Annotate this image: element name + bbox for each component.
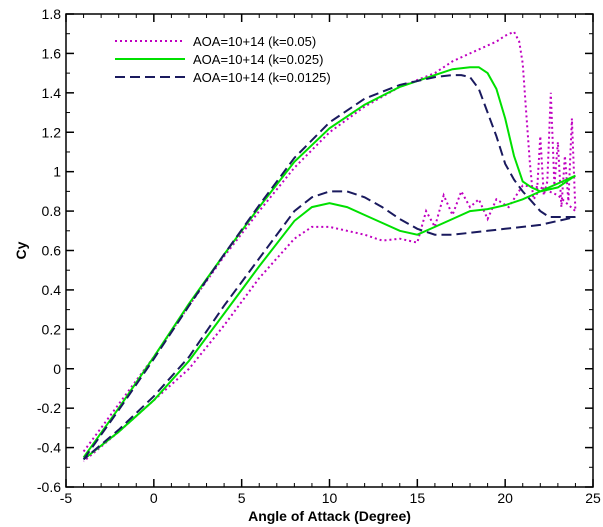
y-tick-label: -0.2 <box>37 400 61 416</box>
series-line-1 <box>82 30 577 463</box>
legend-label-2: AOA=10+14 (k=0.025) <box>193 52 323 67</box>
x-tick-label: 5 <box>238 490 246 506</box>
series-line-3 <box>82 74 576 461</box>
y-tick-label: 0.8 <box>42 203 62 219</box>
x-tick-label: 25 <box>585 490 601 506</box>
y-tick-label: 1.4 <box>42 85 62 101</box>
x-tick-label: 0 <box>150 490 158 506</box>
y-tick-label: 0.2 <box>42 321 62 337</box>
y-axis-title: Cy <box>13 241 29 259</box>
series-layer <box>82 30 577 463</box>
x-axis-title: Angle of Attack (Degree) <box>248 508 411 524</box>
y-tick-label: 0.4 <box>42 282 62 298</box>
y-tick-label: 1 <box>53 164 61 180</box>
y-tick-label: -0.4 <box>37 440 61 456</box>
x-tick-label: 20 <box>497 490 513 506</box>
axes-layer: -5 0 5 10 15 20 25 -0.6 -0.4 -0.2 0 0.2 0.4 0.6 0.8 1 1.… <box>37 6 601 506</box>
y-tick-label: 1.8 <box>42 6 62 22</box>
y-tick-label: -0.6 <box>37 479 61 495</box>
y-tick-label: 1.2 <box>42 124 62 140</box>
y-tick-label: 0.6 <box>42 243 62 259</box>
legend: AOA=10+14 (k=0.05) AOA=10+14 (k=0.025) AOA… <box>115 34 331 85</box>
y-tick-label: 1.6 <box>42 45 62 61</box>
legend-label-1: AOA=10+14 (k=0.05) <box>193 34 316 49</box>
y-tick-label: 0 <box>53 361 61 377</box>
x-tick-label: -5 <box>60 490 73 506</box>
legend-label-3: AOA=10+14 (k=0.0125) <box>193 70 331 85</box>
x-tick-label: 10 <box>322 490 338 506</box>
x-tick-label: 15 <box>410 490 426 506</box>
series-line-2 <box>82 66 576 461</box>
